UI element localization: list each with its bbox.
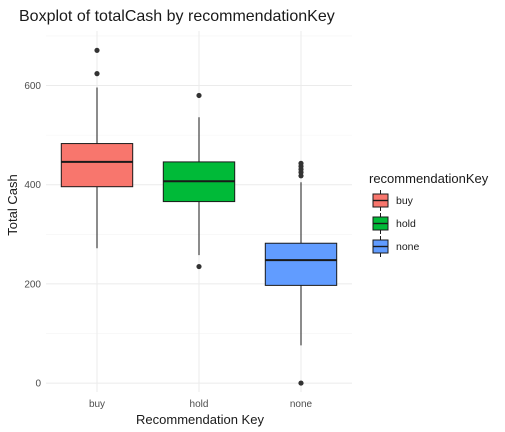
y-tick-labels: 0 200 400 600	[24, 81, 41, 390]
y-tick-label: 200	[24, 279, 41, 290]
legend: recommendationKey buy hold none	[369, 171, 489, 257]
box-iqr	[60, 143, 134, 188]
x-tick-label: none	[290, 399, 313, 410]
y-tick-label: 0	[35, 379, 41, 390]
legend-label: none	[396, 241, 420, 253]
x-tick-label: hold	[190, 399, 209, 410]
box-none	[264, 160, 338, 386]
outlier-point	[94, 47, 100, 53]
y-axis-title: Total Cash	[5, 174, 20, 235]
x-axis-title: Recommendation Key	[136, 412, 264, 427]
legend-key-buy: buy	[372, 190, 414, 211]
legend-key-hold: hold	[372, 213, 416, 234]
outlier-point	[298, 380, 304, 386]
chart-title: Boxplot of totalCash by recommendationKe…	[19, 8, 335, 25]
x-tick-label: buy	[89, 399, 105, 410]
legend-key-none: none	[372, 236, 420, 257]
outlier-point	[196, 92, 202, 99]
outlier-point	[298, 160, 304, 166]
legend-label: buy	[396, 195, 414, 207]
box-buy	[60, 47, 134, 249]
outlier-point	[196, 263, 202, 270]
legend-title: recommendationKey	[369, 171, 489, 186]
boxes-layer	[60, 47, 338, 386]
box-hold	[162, 92, 236, 270]
outlier-point	[94, 71, 100, 77]
y-tick-label: 400	[24, 180, 41, 191]
box-iqr	[264, 242, 338, 286]
y-tick-label: 600	[24, 81, 41, 92]
x-tick-labels: buy hold none	[89, 399, 313, 410]
legend-label: hold	[396, 218, 416, 230]
